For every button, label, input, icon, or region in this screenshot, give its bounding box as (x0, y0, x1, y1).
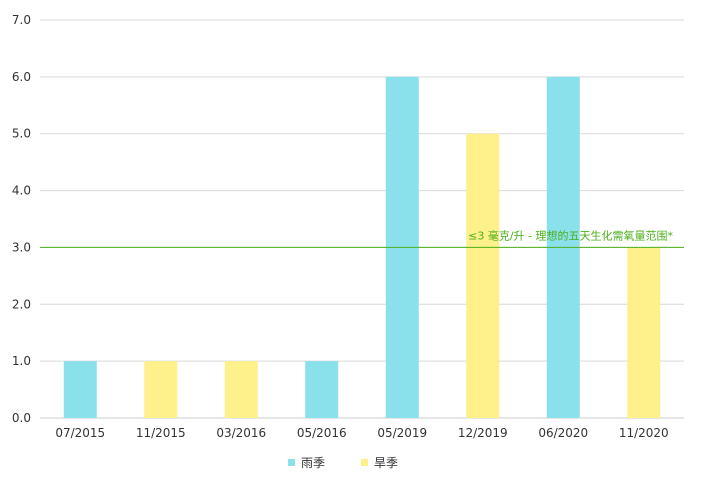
x-tick-label: 05/2019 (377, 426, 427, 440)
bar[interactable] (466, 133, 500, 418)
x-axis: 07/2015 11/2015 03/2016 05/2016 05/2019 12/20… (55, 426, 668, 440)
legend-swatch (361, 459, 368, 466)
x-tick-label: 07/2015 (55, 426, 105, 440)
y-tick-label: 3.0 (12, 240, 31, 254)
legend: 雨季 旱季 (288, 456, 398, 470)
gridlines (40, 19, 684, 419)
y-tick-label: 2.0 (12, 297, 31, 311)
bar[interactable] (144, 361, 178, 418)
bar[interactable] (224, 361, 258, 418)
bar[interactable] (63, 361, 97, 418)
y-tick-label: 4.0 (12, 184, 31, 198)
x-tick-label: 12/2019 (458, 426, 508, 440)
legend-label: 旱季 (374, 456, 398, 470)
legend-swatch (288, 459, 295, 466)
x-tick-label: 03/2016 (216, 426, 266, 440)
reference-line-group: ≤3 毫克/升 - 理想的五天生化需氧量范围* (40, 228, 684, 248)
reference-line-label: ≤3 毫克/升 - 理想的五天生化需氧量范围* (468, 228, 673, 242)
y-tick-label: 5.0 (12, 127, 31, 141)
y-axis: 0.0 1.0 2.0 3.0 4.0 5.0 6.0 7.0 (12, 13, 31, 425)
x-tick-label: 06/2020 (538, 426, 588, 440)
x-tick-label: 11/2015 (136, 426, 186, 440)
y-tick-label: 7.0 (12, 13, 31, 27)
y-tick-label: 6.0 (12, 70, 31, 84)
legend-label: 雨季 (301, 456, 325, 470)
x-tick-label: 05/2016 (297, 426, 347, 440)
y-tick-label: 1.0 (12, 354, 31, 368)
bar[interactable] (305, 361, 339, 418)
bar[interactable] (627, 247, 661, 418)
bars (63, 76, 661, 418)
y-tick-label: 0.0 (12, 411, 31, 425)
x-tick-label: 11/2020 (619, 426, 669, 440)
